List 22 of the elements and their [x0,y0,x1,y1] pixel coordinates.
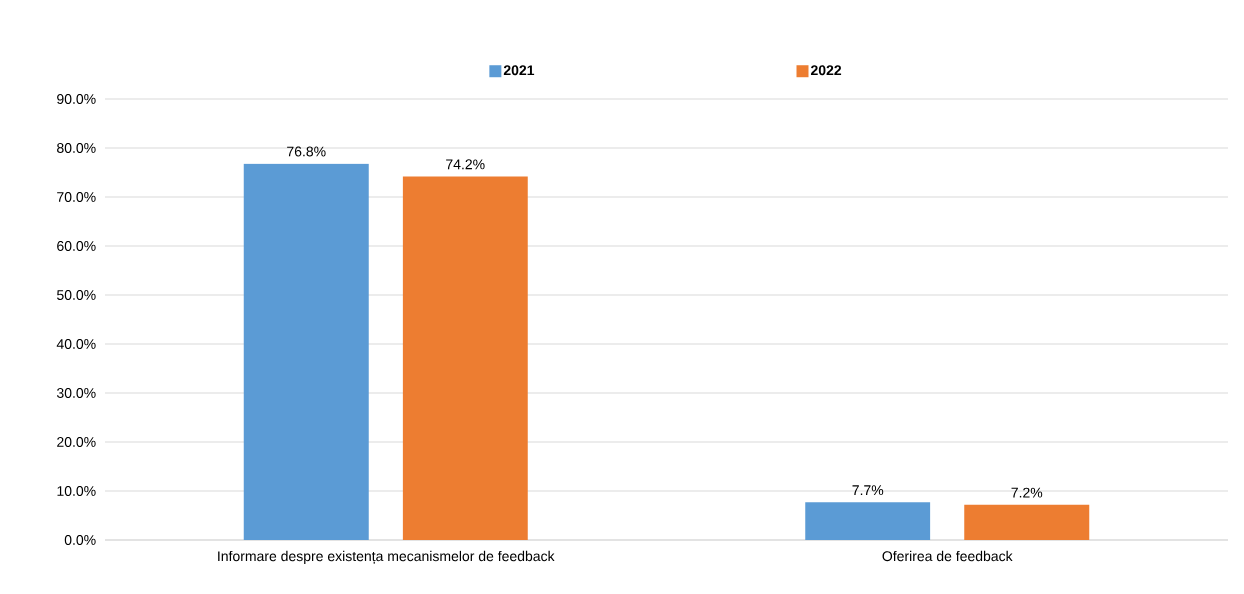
legend-label: 2021 [503,65,535,76]
y-tick-label: 30.0% [56,388,96,398]
legend-label: 2022 [810,65,842,76]
y-tick-label: 80.0% [57,143,96,153]
bar [805,502,931,540]
x-tick-label: Informare despre existența mecanismelor de feedback [218,550,555,564]
y-tick-label: 70.0% [57,192,96,202]
y-tick-label: 60.0% [57,241,96,251]
y-tick-label: 10.0% [57,486,96,496]
bar [402,176,528,540]
data-label: 7.2% [1011,487,1043,498]
x-tick-label: Oferirea de feedback [882,550,1013,562]
y-tick-label: 40.0% [56,339,96,349]
y-tick-label: 0.0% [64,535,96,545]
data-label: 76.8% [287,146,326,157]
y-tick-label: 20.0% [57,437,96,447]
bar [243,163,369,540]
data-label: 7.7% [852,485,884,496]
y-tick-label: 90.0% [57,94,96,104]
y-tick-label: 50.0% [57,290,96,300]
bar [964,504,1090,540]
data-label: 74.2% [446,159,485,170]
